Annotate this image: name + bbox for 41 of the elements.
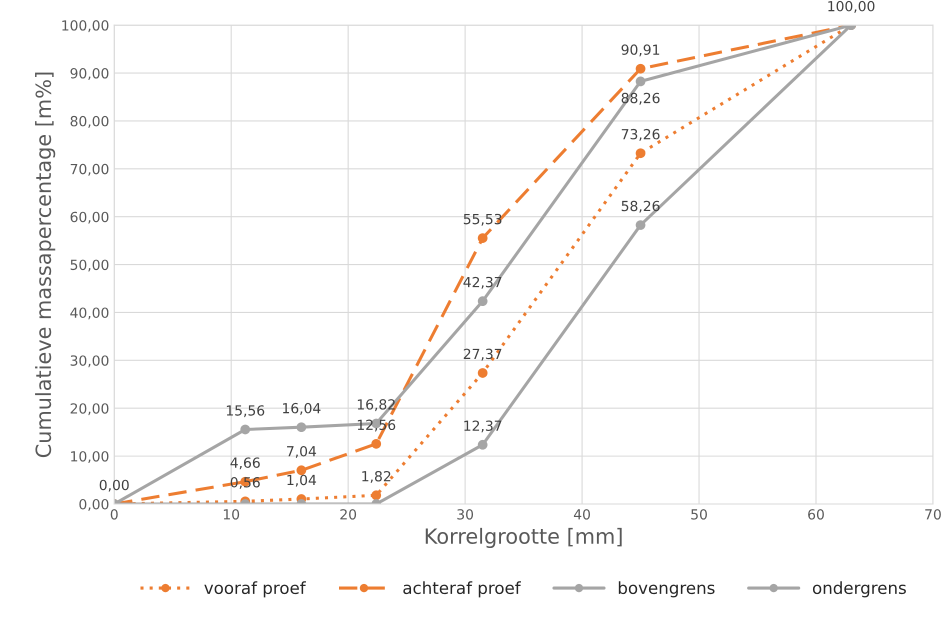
- x-tick-label: 40: [574, 509, 590, 520]
- x-tick-label: 30: [457, 509, 474, 520]
- data-label: 16,82: [358, 399, 395, 412]
- y-axis-title: Cumulatieve massapercentage [m%]: [35, 72, 56, 458]
- x-axis-title: Korrelgrootte [mm]: [426, 528, 622, 548]
- x-tick-label: 0: [110, 509, 118, 520]
- x-tick-label: 70: [925, 509, 941, 520]
- y-tick-label: 0,00: [79, 498, 108, 511]
- y-tick-label: 50,00: [70, 260, 108, 272]
- data-label: 27,37: [464, 348, 502, 361]
- legend-label: ondergrens: [812, 581, 906, 598]
- data-label: 12,37: [464, 420, 502, 432]
- legend-label: vooraf proef: [204, 581, 306, 598]
- legend-label: achteraf proef: [403, 581, 521, 598]
- data-label: 90,91: [622, 44, 660, 56]
- data-label: 42,37: [463, 276, 502, 289]
- legend-label: bovengrens: [618, 581, 715, 598]
- y-tick-label: 70,00: [70, 164, 108, 176]
- x-tick-label: 50: [691, 509, 707, 520]
- data-label: 7,04: [287, 446, 316, 458]
- data-label: 1,04: [287, 474, 316, 487]
- y-tick-label: 100,00: [62, 20, 108, 32]
- data-label: 88,26: [622, 92, 660, 105]
- x-tick-label: 10: [224, 509, 240, 520]
- data-label: 0,00: [100, 480, 129, 492]
- data-label: 16,04: [283, 402, 320, 415]
- y-tick-label: 80,00: [70, 116, 108, 128]
- y-tick-label: 40,00: [70, 307, 108, 320]
- y-tick-label: 10,00: [71, 451, 108, 464]
- data-label: 73,26: [622, 128, 660, 141]
- x-tick-label: 60: [808, 509, 824, 520]
- data-label: 4,66: [230, 457, 260, 470]
- data-label: 58,26: [622, 200, 660, 213]
- y-tick-label: 30,00: [70, 355, 108, 368]
- y-tick-label: 20,00: [70, 403, 108, 416]
- data-label: 100,00: [828, 0, 874, 13]
- y-tick-label: 60,00: [70, 212, 108, 224]
- x-tick-label: 20: [340, 509, 356, 520]
- y-tick-label: 90,00: [70, 68, 108, 80]
- data-label: 1,82: [362, 470, 390, 483]
- data-label: 15,56: [226, 405, 264, 418]
